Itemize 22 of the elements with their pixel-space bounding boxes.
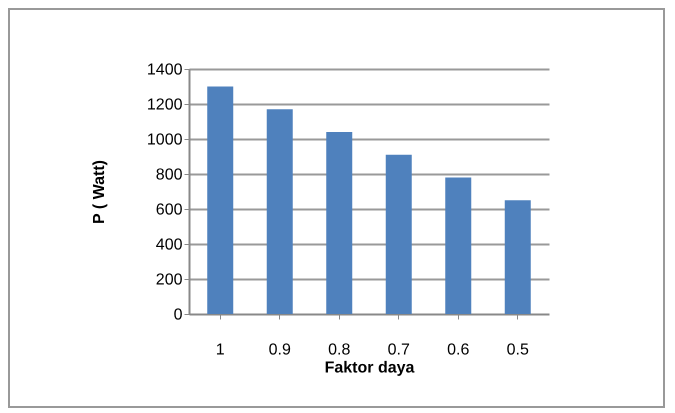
bar bbox=[445, 178, 472, 314]
bar bbox=[386, 154, 412, 314]
x-tick-label: 0.9 bbox=[268, 342, 291, 358]
x-axis-title: Faktor daya bbox=[324, 360, 415, 376]
y-tick-label: 1400 bbox=[146, 62, 183, 78]
y-tick-label: 600 bbox=[156, 202, 183, 218]
bar bbox=[504, 200, 531, 314]
x-tick-label: 1 bbox=[216, 342, 225, 358]
x-tick-label: 0.7 bbox=[388, 342, 410, 358]
y-tick-label: 400 bbox=[156, 236, 183, 254]
x-tick-label: 0.5 bbox=[506, 342, 529, 358]
x-tick-label: 0.8 bbox=[328, 342, 350, 358]
y-axis-title: P ( Watt) bbox=[90, 160, 108, 224]
y-tick-label: 1200 bbox=[146, 96, 183, 114]
bar bbox=[266, 109, 293, 314]
y-tick-label: 200 bbox=[156, 272, 183, 288]
x-tick-label: 0.6 bbox=[447, 342, 470, 358]
bar bbox=[326, 132, 352, 314]
bar bbox=[207, 86, 234, 314]
y-tick-label: 1000 bbox=[146, 132, 183, 148]
y-tick-label: 800 bbox=[156, 166, 183, 184]
y-tick-label: 0 bbox=[174, 306, 183, 324]
